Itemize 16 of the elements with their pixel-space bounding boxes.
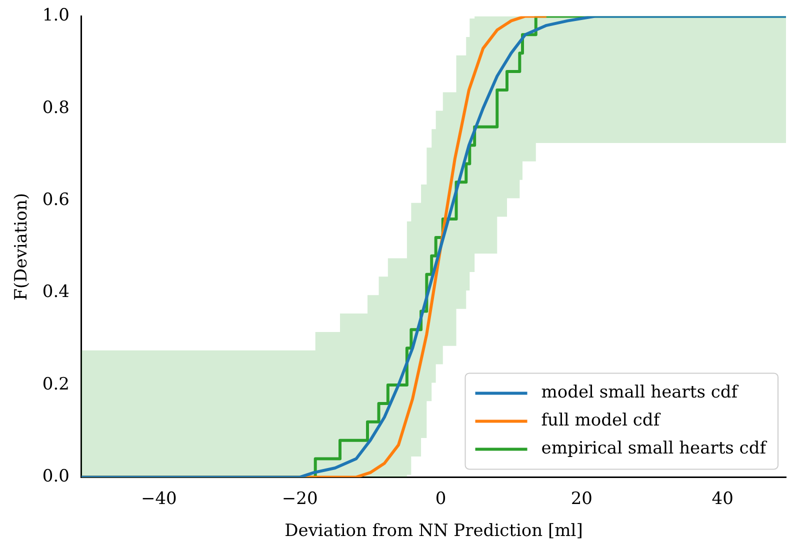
y-tick-label: 1.0: [42, 6, 70, 26]
y-tick-label: 0.2: [42, 374, 70, 394]
x-axis-title: Deviation from NN Prediction [ml]: [284, 521, 583, 542]
y-axis-title: F(Deviation): [12, 193, 32, 300]
legend-label: full model cdf: [541, 410, 662, 431]
x-tick-label: 20: [570, 488, 592, 509]
y-tick-label: 0.6: [42, 190, 70, 210]
y-tick-label: 0.8: [42, 98, 70, 118]
x-tick-label: 40: [712, 488, 734, 509]
legend-label: model small hearts cdf: [541, 382, 740, 403]
x-tick-label: −40: [140, 488, 177, 509]
x-tick-label: −20: [282, 488, 318, 509]
legend-label: empirical small hearts cdf: [541, 438, 768, 459]
x-tick-label: 0: [435, 488, 446, 509]
y-tick-label: 0.4: [42, 282, 70, 302]
y-tick-label: 0.0: [42, 466, 70, 487]
